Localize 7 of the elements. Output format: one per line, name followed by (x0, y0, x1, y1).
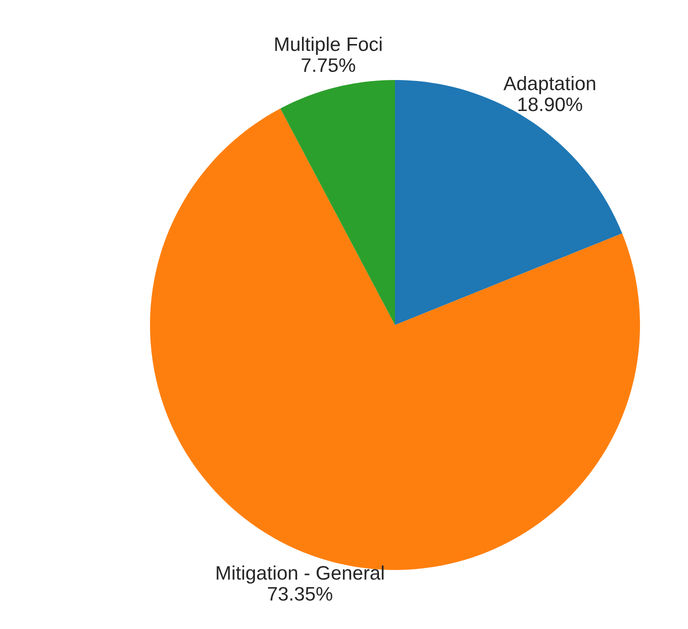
pie-slice (280, 80, 395, 325)
data-label: 7.75% (302, 58, 356, 72)
data-label: 18.90% (518, 97, 582, 112)
data-label: 73.35% (268, 586, 332, 601)
slice-label: Mitigation - General (216, 566, 384, 584)
slice-label: Adaptation (503, 76, 596, 94)
slice-label: Multiple Foci (275, 36, 382, 55)
